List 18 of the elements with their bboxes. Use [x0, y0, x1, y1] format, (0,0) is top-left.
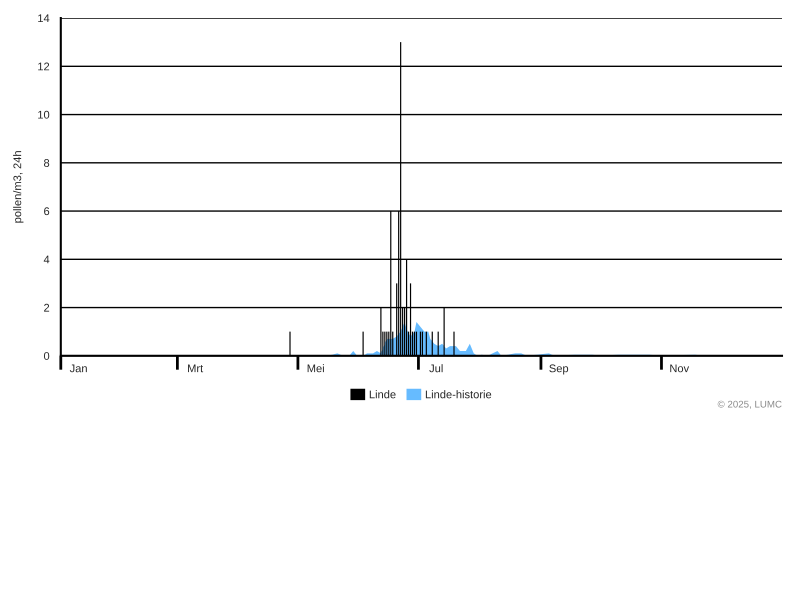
x-tick-label: Jul: [429, 364, 443, 372]
x-tick-label: Sep: [549, 364, 568, 374]
y-tick-label: 10: [38, 110, 50, 119]
y-tick-label: 12: [38, 62, 50, 70]
y-tick-label: 4: [44, 256, 50, 264]
y-tick-label: 2: [44, 304, 50, 312]
legend-label: Linde: [370, 390, 396, 398]
x-tick-label: Nov: [670, 364, 690, 372]
y-tick-label: 0: [44, 352, 50, 360]
x-tick-label: Mei: [308, 364, 324, 372]
y-tick-label: 8: [44, 159, 50, 167]
y-tick-label: 6: [44, 207, 50, 216]
y-axis-title: pollen/m3, 24h: [13, 151, 24, 223]
y-tick-label: 14: [38, 14, 50, 22]
text: © 2025, LUMC: [718, 400, 782, 409]
x-tick-label: Jan: [70, 364, 87, 372]
x-tick-label: Mrt: [188, 364, 204, 372]
legend-label: Linde-historie: [426, 390, 492, 398]
